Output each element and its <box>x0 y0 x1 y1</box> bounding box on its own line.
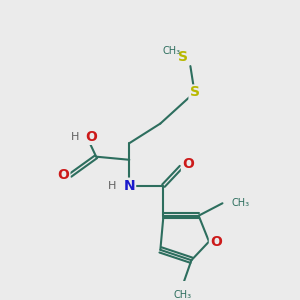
Text: CH₃: CH₃ <box>163 46 181 56</box>
Text: CH₃: CH₃ <box>173 290 192 300</box>
Text: S: S <box>178 50 188 64</box>
Text: O: O <box>85 130 97 144</box>
Text: O: O <box>182 157 194 171</box>
Text: H: H <box>71 132 79 142</box>
Text: CH₃: CH₃ <box>232 198 250 208</box>
Text: O: O <box>210 235 222 249</box>
Text: H: H <box>108 181 116 191</box>
Text: S: S <box>190 85 200 100</box>
Text: N: N <box>124 179 135 193</box>
Text: O: O <box>58 168 69 182</box>
